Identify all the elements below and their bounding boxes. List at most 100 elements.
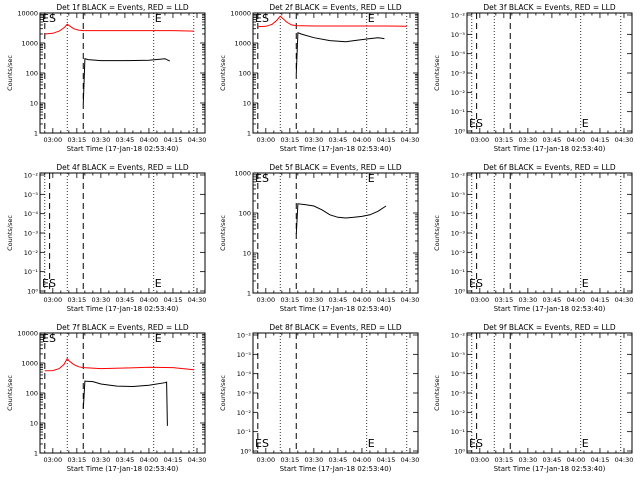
- marker-label-e: E: [155, 277, 162, 290]
- y-tick-label: 10⁻²: [451, 249, 466, 257]
- panel-det-9: Det 9f BLACK = Events, RED = LLD 10⁻² 10⁻⁵…: [433, 323, 633, 473]
- y-tick-label: 10⁻⁵: [451, 191, 466, 199]
- x-tick-label: 03:15: [494, 456, 513, 464]
- panel-title: Det 3f BLACK = Events, RED = LLD: [483, 3, 616, 12]
- x-tick-label: 03:00: [470, 296, 489, 304]
- panel-title: Det 5f BLACK = Events, RED = LLD: [269, 163, 402, 172]
- x-tick-label: 03:45: [543, 456, 562, 464]
- y-tick-label: 10⁰: [27, 288, 38, 296]
- x-tick-label: 04:30: [401, 456, 420, 464]
- x-tick-label: 03:45: [116, 456, 135, 464]
- y-tick-label: 10⁻⁵: [451, 351, 466, 359]
- y-tick-label: 100: [26, 390, 38, 398]
- marker-label-e: E: [582, 277, 589, 290]
- x-tick-label: 04:30: [615, 456, 634, 464]
- y-tick-label: 10⁻³: [24, 230, 39, 238]
- y-tick-label: 10⁻⁴: [237, 370, 252, 378]
- y-tick-label: 10⁻²: [451, 332, 466, 340]
- marker-label-s: S: [476, 277, 483, 290]
- y-tick-label: 10⁻⁴: [451, 370, 466, 378]
- y-axis-label: Counts/sec: [6, 55, 14, 91]
- x-tick-label: 04:15: [377, 456, 396, 464]
- series-line-lld: [257, 15, 407, 28]
- y-tick-label: 10000: [230, 10, 251, 18]
- x-tick-label: 03:30: [519, 136, 538, 144]
- y-tick-label: 10⁻²: [237, 409, 252, 417]
- marker-label-e: E: [469, 277, 476, 290]
- x-tick-label: 04:00: [140, 456, 159, 464]
- y-tick-label: 10⁻⁵: [237, 351, 252, 359]
- marker-label-s: S: [476, 437, 483, 450]
- marker-label-s: S: [49, 277, 56, 290]
- marker-label-s: S: [262, 12, 269, 25]
- x-tick-label: 03:45: [543, 136, 562, 144]
- x-tick-label: 03:15: [280, 296, 299, 304]
- marker-label-s: S: [262, 437, 269, 450]
- x-tick-label: 03:00: [256, 136, 275, 144]
- x-tick-label: 04:00: [140, 136, 159, 144]
- plot-frame: [466, 332, 633, 454]
- panel-det-4: Det 4f BLACK = Events, RED = LLD 10⁻² 10⁻⁵…: [6, 163, 206, 313]
- marker-label-e: E: [469, 437, 476, 450]
- x-tick-label: 04:00: [567, 296, 586, 304]
- x-axis-label: Start Time (17-Jan-18 02:53:40): [67, 145, 179, 153]
- marker-label-e: E: [368, 12, 375, 25]
- y-tick-label: 10⁻²: [451, 172, 466, 180]
- y-tick-label: 10000: [17, 330, 38, 338]
- panel-det-2: Det 2f BLACK = Events, RED = LLD 1 10 100 10…: [219, 3, 419, 153]
- y-axis-label: Counts/sec: [433, 55, 441, 91]
- marker-label-e: E: [42, 332, 49, 345]
- plot-frame: [466, 172, 633, 294]
- x-tick-label: 04:15: [164, 296, 183, 304]
- x-tick-label: 04:00: [140, 296, 159, 304]
- y-tick-label: 1000: [234, 170, 251, 178]
- marker-label-s: S: [49, 12, 56, 25]
- y-tick-label: 10⁻⁴: [24, 210, 39, 218]
- y-tick-label: 100: [239, 210, 251, 218]
- marker-label-e: E: [469, 117, 476, 130]
- y-tick-label: 10000: [17, 10, 38, 18]
- x-tick-label: 04:15: [377, 296, 396, 304]
- x-tick-label: 04:00: [567, 136, 586, 144]
- plot-frame: [466, 12, 633, 134]
- plot-frame: [39, 332, 206, 454]
- panel-det-1: Det 1f BLACK = Events, RED = LLD 1 10 100 10…: [6, 3, 206, 153]
- x-tick-label: 03:00: [43, 456, 62, 464]
- y-tick-label: 10⁻¹: [237, 428, 252, 436]
- y-tick-label: 10⁻¹: [24, 268, 39, 276]
- marker-label-e: E: [155, 12, 162, 25]
- marker-label-e: E: [368, 437, 375, 450]
- panel-det-7: Det 7f BLACK = Events, RED = LLD 1 10 100 10…: [6, 323, 206, 473]
- y-tick-label: 10: [243, 250, 251, 258]
- y-tick-label: 10⁻⁵: [451, 31, 466, 39]
- y-tick-label: 10: [30, 100, 38, 108]
- x-tick-label: 03:45: [329, 456, 348, 464]
- x-tick-label: 03:00: [256, 296, 275, 304]
- panel-det-6: Det 6f BLACK = Events, RED = LLD 10⁻² 10⁻⁵…: [433, 163, 633, 313]
- x-tick-label: 04:15: [164, 456, 183, 464]
- panel-title: Det 4f BLACK = Events, RED = LLD: [56, 163, 189, 172]
- x-tick-label: 03:30: [519, 296, 538, 304]
- x-tick-label: 03:45: [543, 296, 562, 304]
- y-tick-label: 100: [239, 70, 251, 78]
- y-tick-label: 1: [247, 130, 251, 138]
- x-tick-label: 03:15: [280, 456, 299, 464]
- x-tick-label: 03:30: [519, 456, 538, 464]
- x-tick-label: 03:00: [43, 296, 62, 304]
- x-tick-label: 04:00: [353, 136, 372, 144]
- plot-frame: [39, 172, 206, 294]
- panel-title: Det 6f BLACK = Events, RED = LLD: [483, 163, 616, 172]
- y-tick-label: 100: [26, 70, 38, 78]
- x-tick-label: 03:45: [116, 136, 135, 144]
- panel-title: Det 1f BLACK = Events, RED = LLD: [56, 3, 189, 12]
- y-tick-label: 10⁰: [240, 448, 251, 456]
- y-tick-label: 1000: [21, 360, 38, 368]
- plot-frame: [252, 172, 419, 294]
- x-tick-label: 03:30: [305, 296, 324, 304]
- series-line-events: [295, 203, 387, 234]
- y-axis-label: Counts/sec: [6, 375, 14, 411]
- x-tick-label: 03:30: [305, 136, 324, 144]
- marker-label-e: E: [255, 172, 262, 185]
- panel-title: Det 7f BLACK = Events, RED = LLD: [56, 323, 189, 332]
- x-tick-label: 04:30: [615, 136, 634, 144]
